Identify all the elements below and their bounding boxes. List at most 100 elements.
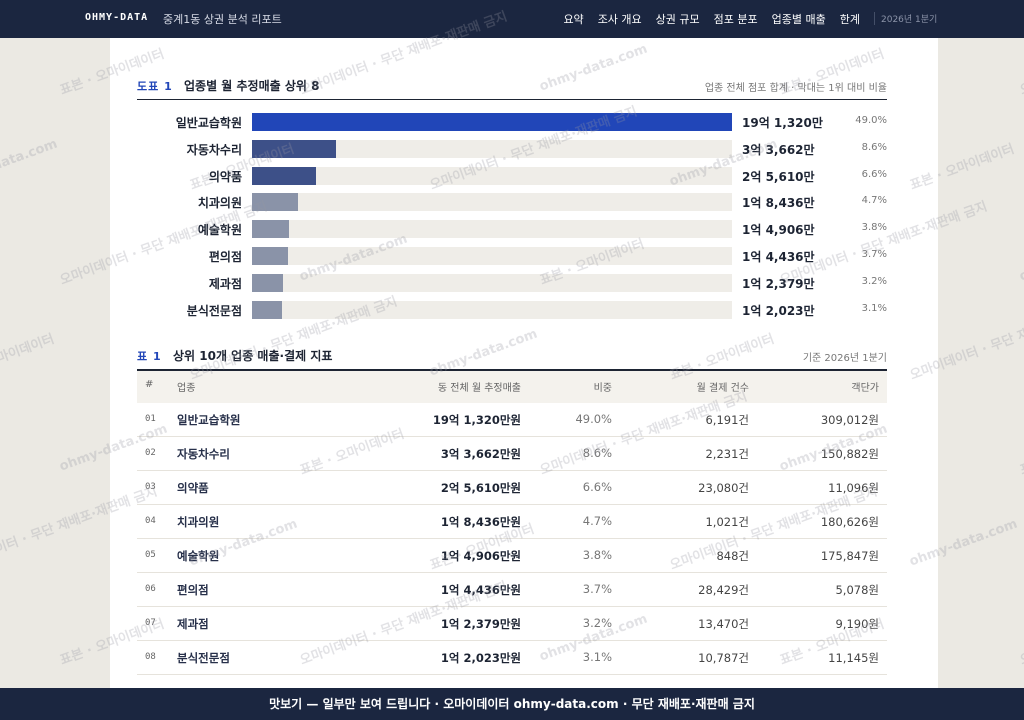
bar-track [252,193,732,212]
table-cell: 175,847원 [820,549,879,563]
table-cell: 3.7% [582,582,612,596]
value-label: 1억 4,436만 [742,250,815,264]
value-label: 1억 2,379만 [742,276,815,291]
value-label: 1억 8,436만 [742,196,815,211]
top-bar: OHMY-DATA 중계1동 상권 분석 리포트 요약 조사 개요 상권 규모 점포 … [0,0,1024,38]
nav-link[interactable]: 한계 [839,13,860,26]
table-header [137,371,887,403]
share-label: 49.0% [855,115,887,126]
brand[interactable]: OHMY-DATA [85,12,149,23]
nav-link[interactable]: 업종별 매출 [771,13,826,26]
value-label: 3억 3,662만 [742,142,815,157]
table-cell: 49.0% [575,412,612,426]
bar-track [252,220,732,239]
watermark: 표본 · 오마이데이터 [0,331,57,384]
rule [137,369,887,371]
bar-track [252,273,732,292]
category-label: 의약품 [208,169,242,184]
watermark: ohmy-data.com [0,136,60,190]
value-label: 19억 1,320만 [742,116,823,130]
row-divider [137,470,887,471]
table-cell: 28,429건 [698,583,749,597]
report-card: 도표 1 업종별 월 추정매출 상위 8 업종 전체 점포 합계 · 막대는 1… [110,38,938,720]
table-cell: 분식전문점 [177,651,230,665]
table-cell: 1억 2,023만원 [440,651,521,665]
bar [252,247,289,265]
row-divider [137,504,887,505]
table-cell: 19억 1,320만원 [432,413,521,427]
row-divider [137,606,887,607]
row-number: 07 [145,618,156,628]
nav-link[interactable]: 요약 [563,13,584,26]
share-label: 6.6% [861,168,887,180]
nav-link[interactable]: 조사 개요 [597,13,642,26]
table-cell: 3.2% [582,616,612,630]
table-cell: 2,231건 [705,447,749,461]
table-cell: 의약품 [177,481,209,495]
value-label: 2억 5,610만 [742,169,815,184]
table-cell: 848건 [716,549,749,563]
figure-note: 업종 전체 점포 합계 · 막대는 1위 대비 비율 [704,83,887,94]
table-cell: 제과점 [177,617,209,631]
row-number: 04 [145,516,156,526]
row-number: 01 [145,414,156,424]
table-cell: 10,787건 [698,651,749,665]
row-divider [137,674,887,675]
share-label: 8.6% [861,141,887,153]
table-cell: 23,080건 [698,481,749,495]
table-cell: 3억 3,662만원 [440,447,521,461]
table-note: 기준 2026년 1분기 [802,353,887,364]
bar [252,273,284,292]
row-divider [137,640,887,641]
row-divider [137,538,887,539]
table-cell: 편의점 [177,583,209,597]
table-cell: 1억 2,379만원 [440,617,521,631]
table-cell: 4.7% [582,514,612,528]
category-label: 일반교습학원 [175,116,242,130]
rule [137,99,887,100]
share-label: 3.2% [861,275,887,287]
table-cell: 11,096원 [828,481,879,495]
table-cell: 1억 4,436만원 [440,583,521,597]
watermark: 오마이데이터 · 무단 재배포·재판매 금지 [1018,579,1024,669]
table-cell: 치과의원 [177,515,220,529]
period: 2026년 1분기 [874,12,937,25]
table-cell: 9,190원 [835,617,879,631]
bar [252,166,317,185]
column-header: 동 전체 월 추정매출 [437,383,521,394]
table-cell: 8.6% [582,446,612,460]
table-title: 상위 10개 업종 매출·결제 지표 [173,349,333,363]
row-number: 03 [145,482,156,492]
row-number: 05 [145,550,156,560]
bar [252,300,283,319]
table-cell: 일반교습학원 [177,413,241,427]
watermark: 표본 · 오마이데이터 [1018,427,1024,479]
row-divider [137,436,887,437]
table-cell: 3.1% [582,650,612,664]
share-label: 3.1% [861,302,887,314]
column-header: 비중 [593,383,612,394]
value-label: 1억 2,023만 [742,303,815,318]
category-label: 치과의원 [197,196,242,211]
table-cell: 3.8% [582,548,612,562]
nav-link[interactable]: 상권 규모 [655,13,700,26]
bar-track [252,300,732,319]
watermark: ohmy-data.com [1017,231,1024,285]
table-cell: 예술학원 [177,549,220,563]
report-title: 중계1동 상권 분석 리포트 [163,13,282,26]
nav-link[interactable]: 점포 분포 [713,13,758,26]
row-divider [137,572,887,573]
table-cell: 11,145원 [828,651,879,665]
row-number: 02 [145,448,156,458]
figure-label: 도표 1 [137,80,173,93]
bar-track [252,166,732,185]
category-label: 분식전문점 [186,303,242,318]
row-number: 08 [145,652,156,662]
table-cell: 1억 4,906만원 [440,549,521,563]
table-cell: 5,078원 [835,583,879,597]
table-cell: 6.6% [582,480,612,494]
table-label: 표 1 [137,350,162,363]
category-label: 제과점 [208,276,242,291]
share-label: 3.8% [861,222,887,234]
